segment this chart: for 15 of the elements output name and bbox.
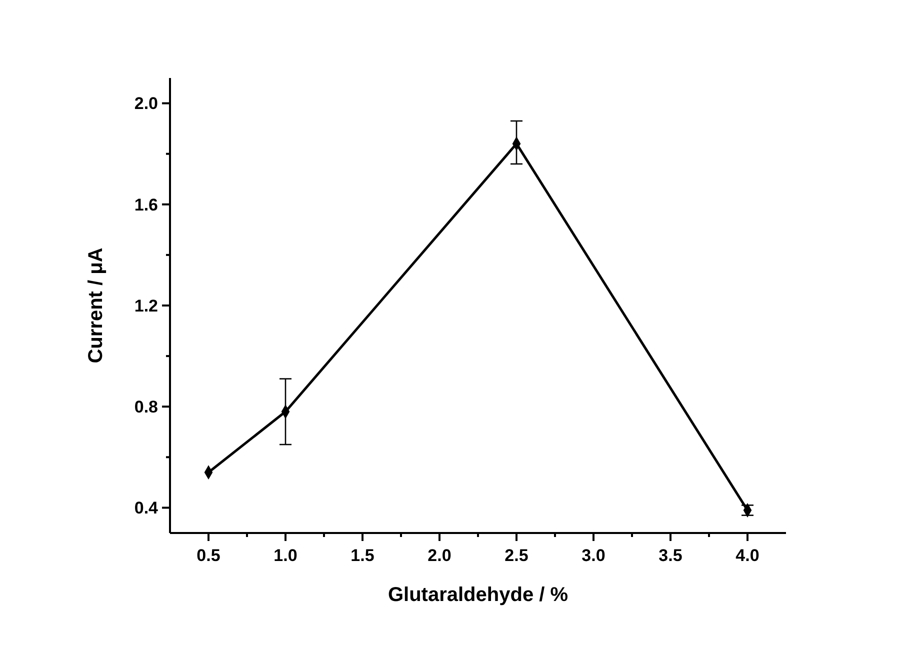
y-tick-label: 1.2 <box>134 296 158 316</box>
y-tick-label: 1.6 <box>134 195 158 214</box>
y-tick-label: 0.8 <box>134 398 158 417</box>
y-tick-label: 0.4 <box>134 498 159 518</box>
text: 2.0 <box>428 546 452 565</box>
x-tick-label: 0.5 <box>196 546 220 565</box>
text: 2.0 <box>134 94 158 114</box>
x-axis-title: Glutaraldehyde / % <box>388 584 568 606</box>
x-tick-label: 1.5 <box>350 546 374 565</box>
x-tick-label: 2.5 <box>504 546 528 565</box>
x-tick-label: 3.5 <box>658 546 682 565</box>
text: 1.0 <box>274 546 298 565</box>
text: 4.0 <box>736 546 760 565</box>
y-axis-title: Current / μA <box>85 248 107 364</box>
text: 3.0 <box>582 546 606 565</box>
